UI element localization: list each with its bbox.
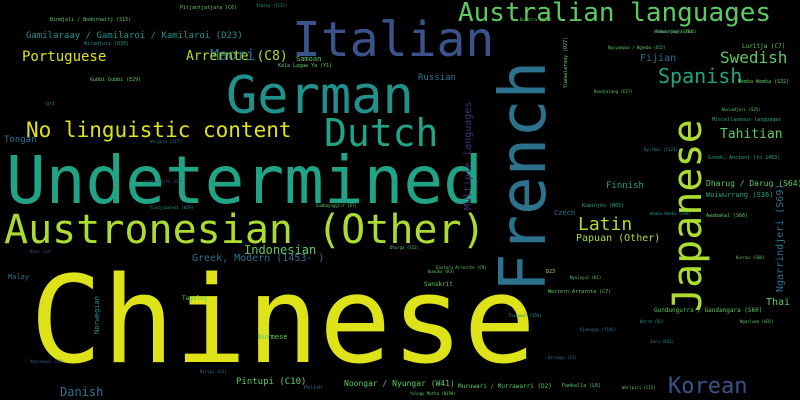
word-gubbi: Gubbi Gubbi (E29) bbox=[90, 77, 142, 83]
word-yorta-yorta: Yorta Yorta (D2) bbox=[144, 179, 183, 184]
word-wathaurong: Wathaurong (S28) bbox=[654, 29, 693, 34]
word-noongar: Noongar / Nyungar (W41) bbox=[344, 379, 455, 388]
word-western-arrarnta: Western Arrarnta (C7) bbox=[548, 289, 612, 295]
word-german: German bbox=[226, 66, 414, 126]
word-undetermined: Undetermined bbox=[6, 142, 483, 219]
word-swedish: Swedish bbox=[720, 48, 788, 67]
word-wirangu: Wirangu (C3) bbox=[548, 355, 577, 360]
word-burarra: Burarra (N93) bbox=[520, 17, 552, 22]
word-eastern-arrernte: Eastern Arrernte (C9) bbox=[436, 265, 487, 270]
word-bandjalang: Bandjalang (E17) bbox=[594, 89, 633, 94]
word-ngarrindjeri: Ngarrindjeri (S69) bbox=[775, 183, 786, 292]
word-australian-languages: Australian languages bbox=[458, 0, 772, 28]
word-fijian: Fijian bbox=[640, 53, 677, 64]
word-gunditjmara: Gunditjmara (S16) bbox=[656, 29, 697, 34]
word-misc-languages: Miscellaneous languages bbox=[712, 117, 782, 123]
word-ngunnawal: Ngunnawal (D3) bbox=[30, 359, 64, 364]
word-pintupi: Pintupi (C10) bbox=[236, 377, 307, 387]
word-pankalla: Pankalla (L6) bbox=[562, 383, 602, 389]
word-ngarluma: Ngarluma (W35) bbox=[740, 319, 774, 324]
word-wergaia: Wergaia (S17) bbox=[150, 139, 182, 144]
word-kaurna: Kaurna (L3) bbox=[654, 29, 681, 34]
word-thai: Thai bbox=[766, 297, 791, 308]
word-dutch: Dutch bbox=[324, 111, 439, 155]
word-awabakal: Awabakal (S66) bbox=[706, 213, 749, 219]
word-gundungurra: Gundungurra / Gandangara (S60) bbox=[654, 307, 763, 314]
word-pitjantjatjara: Pitjantjatjara (C6) bbox=[180, 5, 238, 11]
word-yuwaalaraay: Yuwaalaraay (D27) bbox=[563, 36, 569, 88]
word-wurundjeri: Wurundjeri (S35) bbox=[722, 107, 761, 112]
word-muruwari: Muruwari / Murrawarri (D2) bbox=[458, 383, 552, 390]
word-polish: Polish bbox=[304, 385, 323, 391]
word-papuan: Papuan (Other) bbox=[576, 233, 661, 244]
word-wemba-2: Wemba Wemba (S34) bbox=[650, 211, 691, 216]
word-austronesian: Austronesian (Other) bbox=[4, 207, 486, 253]
word-spanish: Spanish bbox=[658, 64, 743, 88]
word-gumbaynggirr: Gumbaynggirr (E7) bbox=[316, 203, 357, 208]
word-dyirbal: Dyirbal (Y123) bbox=[644, 147, 678, 152]
word-bunuba: Bunuba (K3) bbox=[428, 269, 455, 274]
word-samoan: Samoan bbox=[296, 55, 322, 63]
word-kala-lagaw: Kala Lagaw Ya (Y1) bbox=[278, 63, 333, 69]
word-sanskrit: Sanskrit bbox=[424, 281, 453, 288]
word-multiple-languages: Multiple languages bbox=[463, 101, 474, 210]
word-no-linguistic-content: No linguistic content bbox=[26, 118, 292, 142]
word-yolngu: Yolngu Matha (N198) bbox=[410, 391, 456, 396]
word-danish: Danish bbox=[60, 385, 104, 399]
word-yidiny: Yidiny (Y117) bbox=[256, 3, 288, 8]
word-french: French bbox=[487, 60, 561, 292]
word-gamilaraay: Gamilaraay / Gamilaroi / Kamilaroi (D23) bbox=[26, 31, 243, 41]
word-chinese: Chinese bbox=[30, 252, 536, 391]
word-norwegian: Norwegian bbox=[93, 296, 101, 334]
word-nauo: Nauo (L4) bbox=[30, 249, 52, 254]
word-dhurga: Dhurga (S52) bbox=[390, 245, 419, 250]
word-burmese: Burmese bbox=[258, 333, 288, 341]
word-d23: D23 bbox=[546, 269, 556, 275]
word-latin: Latin bbox=[578, 214, 633, 235]
word-warlpiri: Warlpiri (C15) bbox=[622, 385, 656, 390]
word-biripi: Biripi (E4) bbox=[200, 369, 227, 374]
word-yindjibarndi: Yindjibarndi (W39) bbox=[150, 205, 194, 210]
word-russian: Russian bbox=[418, 73, 456, 83]
word-wemba: Wemba Wemba (S32) bbox=[738, 79, 790, 85]
word-kurnai: Kurnai (S68) bbox=[736, 255, 765, 260]
word-ngiyampaa: Ngiyampaa / Ngemba (D22) bbox=[608, 45, 666, 50]
word-narrm: Narrm (D3) bbox=[640, 319, 665, 324]
word-portuguese: Portuguese bbox=[22, 49, 107, 65]
word-nyulnyul: Nyulnyul (K1) bbox=[570, 275, 602, 280]
word-arrernte: Arrernte (C8) bbox=[186, 49, 288, 64]
word-czech: Czech bbox=[554, 209, 576, 217]
word-djabugay: Djabugay (Y106) bbox=[580, 327, 617, 332]
word-korean: Korean bbox=[668, 374, 748, 399]
word-jaru: Jaru (K12) bbox=[650, 339, 675, 344]
word-tahitian: Tahitian bbox=[720, 127, 783, 142]
word-greek-ancient: Greek, Ancient (to 1453) bbox=[708, 155, 781, 161]
word-malay: Malay bbox=[8, 273, 30, 281]
word-wiradjuri: Wiradjuri (D30) bbox=[84, 41, 130, 47]
word-woiwurrung: Woiwurrung (S36) bbox=[706, 191, 774, 199]
word-finnish: Finnish bbox=[606, 181, 644, 191]
word-kuwinjku: Kuwinjku (N65) bbox=[582, 203, 625, 209]
word-maori: Maori bbox=[210, 46, 256, 64]
word-gri: gri bbox=[46, 101, 56, 107]
word-indonesian: Indonesian bbox=[244, 243, 317, 257]
word-luritja: Luritja (C7) bbox=[742, 43, 786, 50]
word-tharawal: Tharawal (S59) bbox=[508, 313, 542, 318]
word-greek-modern: Greek, Modern (1453- ) bbox=[192, 253, 325, 264]
word-tagalog: Tagalog bbox=[182, 295, 208, 302]
word-italian: Italian bbox=[292, 12, 495, 68]
word-tongan: Tongan bbox=[4, 135, 37, 145]
word-dharug: Dharug / Darug (S64) bbox=[706, 179, 800, 188]
word-bindjali: Bindjali / Bodornwitj (S15) bbox=[50, 17, 132, 23]
